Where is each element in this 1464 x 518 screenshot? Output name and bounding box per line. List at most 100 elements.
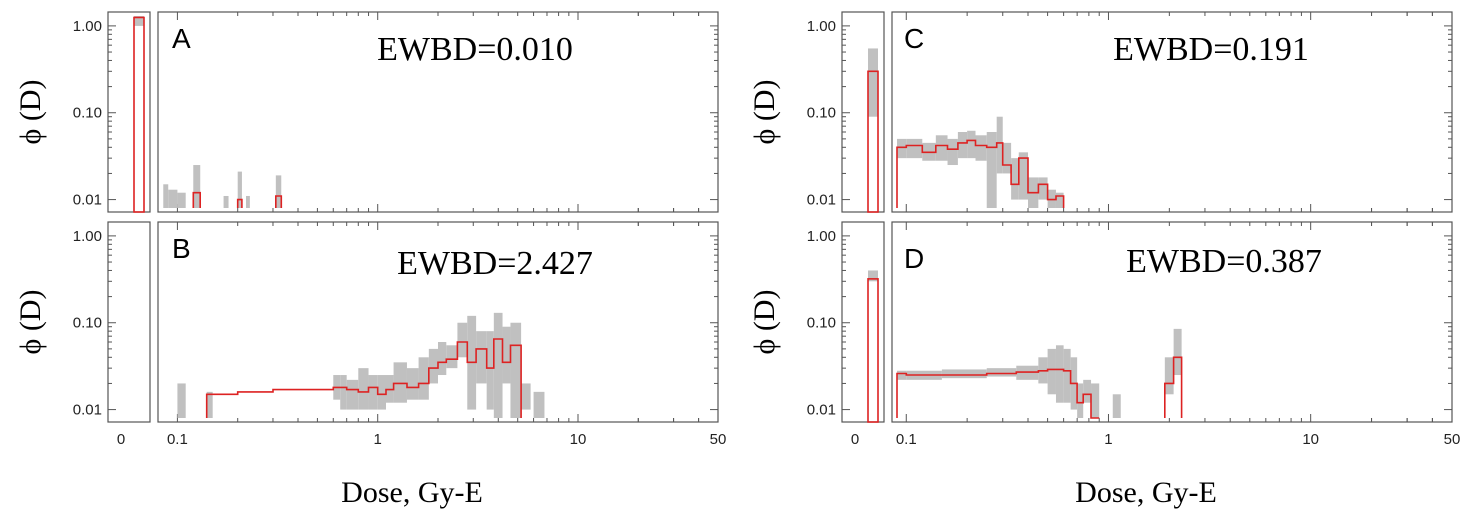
uncertainty-band: [521, 383, 531, 410]
uncertainty-band: [193, 165, 201, 208]
uncertainty-band: [476, 331, 487, 384]
x-tick-label: 0.1: [167, 431, 188, 448]
y-tick-label: 0.01: [807, 402, 836, 419]
ewbd-annotation: EWBD=2.427: [397, 245, 593, 282]
x-tick-label-zero: 0: [851, 431, 859, 448]
uncertainty-band: [957, 132, 968, 159]
uncertainty-band: [418, 357, 429, 400]
x-axis-title-left: Dose, Gy-E: [341, 476, 483, 509]
uncertainty-band: [986, 132, 997, 208]
uncertainty-band: [237, 171, 242, 208]
x-tick-label: 1: [374, 431, 382, 448]
zero-bin-band: [868, 270, 878, 282]
uncertainty-band: [906, 138, 923, 159]
uncertainty-band: [358, 368, 369, 410]
phi-step-line: [896, 356, 1183, 419]
y-tick-label: 1.00: [73, 18, 102, 35]
uncertainty-band: [1055, 192, 1064, 208]
uncertainty-band: [1173, 328, 1182, 376]
ewbd-annotation: EWBD=0.387: [1126, 243, 1322, 280]
uncertainty-band: [897, 370, 907, 380]
uncertainty-band: [1077, 383, 1084, 418]
uncertainty-band: [1083, 379, 1092, 403]
phi-step-line: [205, 338, 522, 418]
zero-bin-frame: [841, 221, 885, 423]
uncertainty-band: [438, 342, 447, 376]
x-axis-title-right: Dose, Gy-E: [1075, 476, 1217, 509]
uncertainty-band: [1002, 142, 1012, 174]
x-tick-label: 1: [1104, 431, 1112, 448]
uncertainty-band: [245, 195, 250, 208]
panel-letter: D: [904, 243, 924, 274]
uncertainty-band: [533, 391, 545, 418]
zero-bin-bar: [133, 16, 145, 213]
phi-step-line: [896, 139, 1065, 208]
panel-letter: C: [904, 23, 924, 54]
x-tick-label: 50: [1444, 431, 1461, 448]
uncertainty-band: [947, 138, 958, 166]
plot-frame: [891, 11, 1453, 213]
uncertainty-band: [177, 192, 186, 208]
uncertainty-band: [377, 375, 386, 410]
uncertainty-band: [1055, 345, 1064, 403]
x-tick-label: 0.1: [896, 431, 917, 448]
y-tick-label: 0.10: [807, 315, 836, 332]
uncertainty-band: [446, 345, 458, 369]
y-axis-title: ϕ (D): [748, 80, 781, 145]
uncertainty-band: [457, 322, 468, 358]
panel-letter: B: [172, 233, 191, 264]
uncertainty-band: [1112, 394, 1121, 418]
ewbd-annotation: EWBD=0.010: [377, 31, 573, 68]
zero-bin-band: [868, 48, 878, 117]
y-axis-title: ϕ (D): [14, 290, 47, 355]
y-tick-label: 0.10: [73, 105, 102, 122]
y-tick-label: 0.01: [73, 402, 102, 419]
y-tick-label: 1.00: [73, 228, 102, 245]
uncertainty-band: [1038, 177, 1048, 200]
x-tick-label: 10: [1302, 431, 1319, 448]
panel-b: 1.00 0.10 0.01 0.1 1 10 50 0 B EWBD=2.427 ϕ (D): [14, 221, 726, 448]
y-tick-label: 0.10: [73, 315, 102, 332]
uncertainty-band: [897, 138, 907, 159]
y-tick-label: 0.01: [73, 192, 102, 209]
y-tick-label: 1.00: [807, 228, 836, 245]
zero-bin-bar: [867, 278, 879, 423]
uncertainty-band: [486, 331, 494, 410]
zero-bin-frame: [107, 11, 151, 213]
y-tick-label: 0.10: [807, 105, 836, 122]
zero-bin-bar: [867, 70, 879, 213]
phi-step-line: [192, 191, 283, 208]
zero-bin-frame: [107, 221, 151, 423]
uncertainty-band: [168, 189, 178, 208]
uncertainty-band: [967, 130, 976, 159]
uncertainty-band: [1047, 348, 1056, 395]
uncertainty-band: [1011, 158, 1019, 200]
uncertainty-band: [177, 383, 186, 418]
panel-c: 1.00 0.10 0.01 C EWBD=0.191 ϕ (D): [748, 11, 1453, 213]
uncertainty-band: [163, 184, 169, 208]
uncertainty-band: [223, 195, 229, 208]
uncertainty-band: [428, 348, 438, 384]
uncertainty-band: [986, 368, 1017, 377]
ewbd-annotation: EWBD=0.191: [1113, 31, 1309, 68]
uncertainty-band: [340, 375, 347, 410]
uncertainty-band: [493, 312, 503, 418]
y-tick-label: 1.00: [807, 18, 836, 35]
uncertainty-band: [941, 369, 987, 379]
panel-d: 1.00 0.10 0.01 0.1 1 10 50 0 D EWBD=0.387 ϕ (D): [748, 221, 1461, 448]
uncertainty-band: [996, 116, 1003, 174]
uncertainty-band: [935, 135, 948, 161]
y-axis-title: ϕ (D): [14, 80, 47, 145]
panel-a: 1.00 0.10 0.01 A EWBD=0.010 ϕ (D): [14, 11, 719, 213]
panel-letter: A: [172, 23, 191, 54]
uncertainty-band: [206, 391, 213, 418]
uncertainty-band: [406, 368, 419, 400]
uncertainty-band: [346, 379, 359, 410]
uncertainty-band: [975, 135, 987, 161]
zero-bin-frame: [841, 11, 885, 213]
y-tick-label: 0.01: [807, 192, 836, 209]
uncertainty-band: [1164, 357, 1174, 395]
x-tick-label-zero: 0: [117, 431, 125, 448]
uncertainty-band: [1091, 383, 1100, 418]
